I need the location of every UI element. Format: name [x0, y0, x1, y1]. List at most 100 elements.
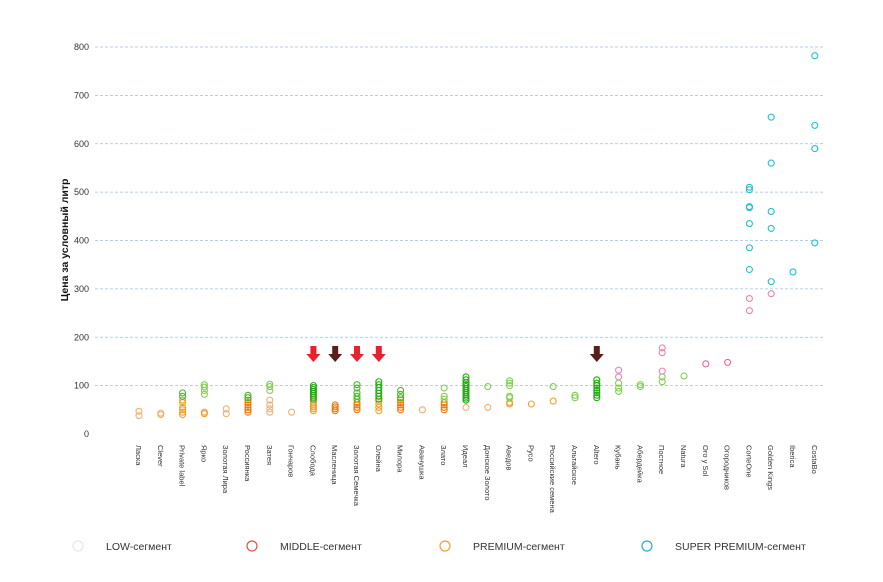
- x-tick-label: Злато: [439, 445, 448, 465]
- data-point: [353, 384, 361, 392]
- data-point: [135, 412, 143, 420]
- x-tick-label: Altero: [592, 445, 601, 465]
- data-point: [615, 366, 623, 374]
- arrow-down-icon: [350, 346, 364, 362]
- data-point: [179, 389, 187, 397]
- x-tick-label: Аведов: [505, 445, 514, 470]
- data-point: [375, 400, 383, 408]
- data-point: [506, 377, 514, 385]
- data-point: [615, 373, 623, 381]
- data-point: [745, 186, 753, 194]
- data-point: [375, 378, 383, 386]
- data-point: [593, 391, 601, 399]
- data-point: [309, 385, 317, 394]
- x-tick-label: Огородников: [723, 445, 732, 490]
- y-tick-label: 400: [74, 236, 89, 246]
- data-point: [266, 380, 274, 388]
- y-tick-label: 0: [84, 429, 89, 439]
- data-point: [658, 367, 666, 375]
- y-tick-label: 800: [74, 42, 89, 52]
- data-point: [397, 401, 405, 409]
- data-point: [767, 159, 775, 167]
- data-point: [309, 382, 317, 390]
- data-point: [549, 397, 557, 405]
- y-tick-label: 600: [74, 139, 89, 149]
- legend-marker: [72, 540, 84, 552]
- data-point: [266, 396, 274, 404]
- x-tick-label: Олейна: [374, 445, 383, 473]
- legend-marker: [246, 540, 258, 552]
- data-point: [462, 381, 470, 389]
- x-tick-label: Русо: [526, 445, 535, 462]
- data-point: [397, 386, 405, 395]
- data-point: [593, 389, 601, 397]
- data-point: [636, 381, 644, 389]
- x-tick-label: Альтайское: [570, 445, 579, 485]
- data-point: [484, 383, 492, 391]
- y-tick-label: 200: [74, 332, 89, 342]
- data-point: [593, 376, 601, 384]
- data-point: [615, 384, 623, 392]
- data-point: [745, 307, 753, 315]
- data-point: [811, 145, 819, 153]
- data-point: [440, 395, 448, 403]
- x-tick-label: Российские семена: [548, 445, 557, 514]
- data-point: [244, 401, 252, 409]
- x-tick-label: Идеал: [461, 445, 470, 468]
- data-point: [353, 406, 361, 414]
- data-point: [179, 411, 187, 419]
- x-tick-label: Private label: [178, 445, 187, 487]
- data-point: [767, 224, 775, 232]
- data-point: [593, 379, 601, 387]
- data-point: [615, 387, 623, 395]
- data-point: [462, 376, 470, 384]
- data-point: [353, 392, 361, 400]
- data-point: [571, 394, 579, 402]
- y-tick-label: 300: [74, 284, 89, 294]
- grid-lines: [95, 46, 825, 387]
- data-point: [244, 408, 252, 416]
- data-point: [266, 405, 274, 413]
- x-tick-label: Кубань: [614, 445, 623, 470]
- data-point: [222, 405, 230, 413]
- x-tick-label: Golden Kings: [766, 445, 775, 490]
- data-point: [680, 372, 688, 380]
- legend-label: SUPER PREMIUM-сегмент: [675, 541, 806, 553]
- data-point: [331, 403, 339, 411]
- data-point: [179, 392, 187, 400]
- x-tick-label: Милора: [396, 445, 405, 473]
- x-tick-label: Постное: [657, 445, 666, 474]
- y-tick-label: 100: [74, 381, 89, 391]
- y-tick-label: 500: [74, 187, 89, 197]
- x-tick-label: Абердейка: [635, 445, 644, 484]
- data-point: [288, 408, 296, 416]
- data-point: [157, 409, 165, 417]
- x-tick-label: Золотая Лира: [221, 445, 230, 494]
- data-point: [222, 410, 230, 418]
- y-axis-ticks: 0 100 200 300 400 500 600 700 800: [74, 42, 89, 439]
- data-point: [767, 207, 775, 216]
- data-point: [745, 183, 753, 191]
- x-tick-label: Слобода: [308, 445, 317, 477]
- data-point: [440, 392, 448, 400]
- y-tick-label: 700: [74, 90, 89, 100]
- data-point: [506, 392, 514, 400]
- data-point: [440, 384, 448, 392]
- data-point: [658, 344, 666, 352]
- data-point: [397, 399, 405, 407]
- data-point: [266, 408, 274, 416]
- highlight-arrows: [306, 346, 604, 362]
- data-point: [767, 290, 775, 298]
- arrow-down-icon: [589, 346, 604, 362]
- data-point: [200, 383, 208, 391]
- data-point: [266, 401, 274, 409]
- arrow-down-icon: [371, 346, 386, 362]
- legend-label: MIDDLE-сегмент: [280, 541, 362, 553]
- data-point: [244, 396, 252, 404]
- data-point: [200, 408, 208, 416]
- data-point: [767, 278, 775, 286]
- data-point: [244, 399, 252, 407]
- x-tick-label: Ярко: [199, 445, 208, 462]
- data-point: [593, 384, 601, 392]
- data-point: [244, 406, 252, 414]
